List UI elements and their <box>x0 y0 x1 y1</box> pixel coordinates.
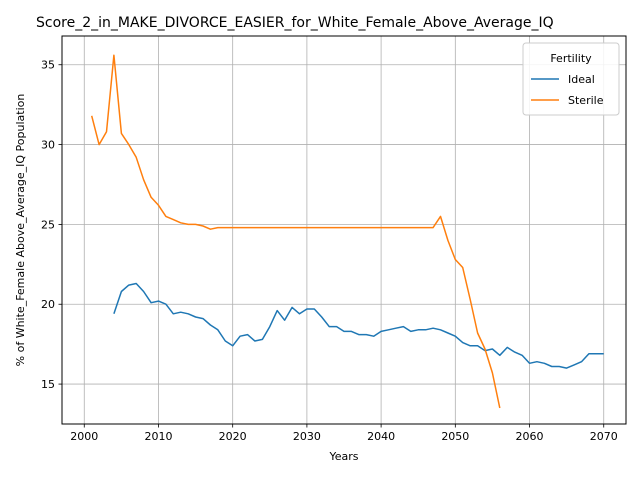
x-axis-ticks: 2000 2010 2020 2030 2040 2050 2060 2070 <box>70 424 618 443</box>
y-tick-label: 25 <box>41 218 55 231</box>
x-tick-label: 2000 <box>70 430 98 443</box>
x-tick-label: 2050 <box>441 430 469 443</box>
legend-label-ideal: Ideal <box>568 73 595 86</box>
y-tick-label: 35 <box>41 59 55 72</box>
x-tick-label: 2040 <box>367 430 395 443</box>
x-tick-label: 2010 <box>144 430 172 443</box>
y-tick-label: 15 <box>41 378 55 391</box>
x-axis-label: Years <box>328 450 358 463</box>
y-tick-label: 20 <box>41 298 55 311</box>
x-tick-label: 2020 <box>219 430 247 443</box>
x-tick-label: 2070 <box>590 430 618 443</box>
series-line-sterile <box>90 54 501 409</box>
chart-title: Score_2_in_MAKE_DIVORCE_EASIER_for_White… <box>36 15 554 31</box>
legend: Fertility Ideal Sterile <box>522 42 620 116</box>
y-axis-ticks: 15 20 25 30 35 <box>41 59 62 391</box>
x-tick-label: 2060 <box>516 430 544 443</box>
legend-title: Fertility <box>550 52 592 65</box>
y-tick-label: 30 <box>41 139 55 152</box>
legend-items: Ideal Sterile <box>531 73 604 107</box>
legend-label-sterile: Sterile <box>568 94 604 107</box>
plot-frame <box>61 35 627 425</box>
x-tick-label: 2030 <box>293 430 321 443</box>
y-axis-label: % of White_Female Above_Average_IQ Popul… <box>14 94 27 367</box>
legend-box <box>522 42 620 116</box>
series-layer <box>90 54 604 409</box>
series-line-ideal <box>113 282 604 369</box>
